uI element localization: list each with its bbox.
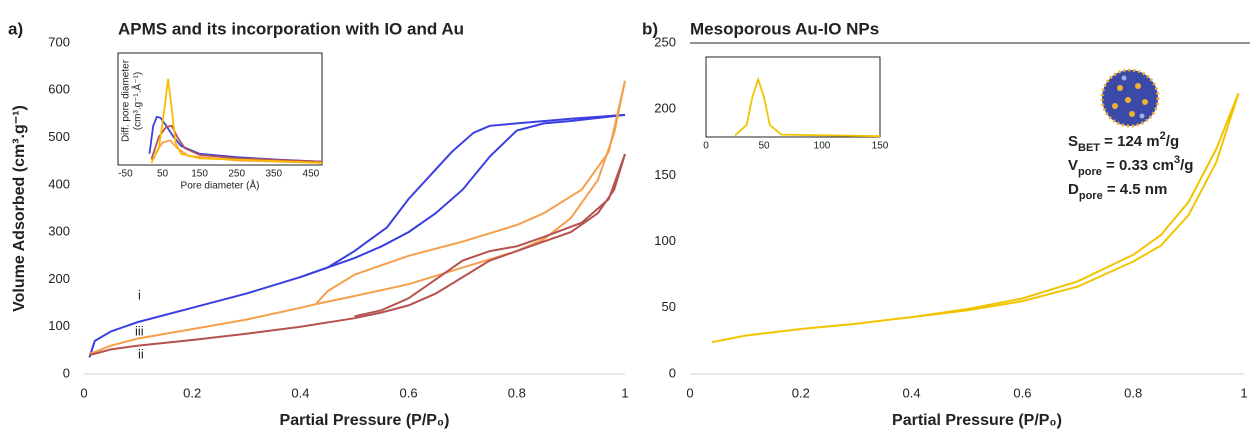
- chart-title: APMS and its incorporation with IO and A…: [118, 19, 464, 38]
- property-text: D: [1068, 181, 1079, 198]
- property-text: = 124 m: [1100, 133, 1160, 150]
- y-tick-label: 200: [48, 271, 70, 286]
- y-tick-label: 200: [654, 101, 676, 116]
- panel-label: a): [8, 19, 23, 38]
- x-tick-label: 0.2: [792, 385, 810, 400]
- y-tick-label: 150: [654, 167, 676, 182]
- x-tick-label: 0.6: [400, 385, 418, 400]
- isotherm-line: [150, 78, 323, 164]
- x-tick-label: 0.2: [183, 385, 201, 400]
- chart-title: Mesoporous Au-IO NPs: [690, 19, 879, 38]
- x-tick-label: 1: [1240, 385, 1247, 400]
- isotherm-line: [911, 92, 1240, 319]
- y-axis-label: (cm³.g⁻¹.Å⁻¹): [131, 72, 144, 130]
- y-tick-label: 100: [48, 318, 70, 333]
- x-tick-label: -50: [118, 169, 133, 180]
- curve-label: i: [138, 287, 141, 302]
- isotherm-line: [712, 92, 1240, 344]
- property-text: 2: [1160, 130, 1166, 142]
- property-label: Vpore = 0.33 cm3/g: [1068, 154, 1193, 178]
- nanoparticle-icon: [1100, 68, 1160, 128]
- y-tick-label: 500: [48, 129, 70, 144]
- x-tick-label: 100: [814, 141, 831, 152]
- x-tick-label: 150: [872, 141, 889, 152]
- x-tick-label: 0.6: [1013, 385, 1031, 400]
- y-tick-label: 700: [48, 34, 70, 49]
- curve-label: iii: [135, 323, 144, 338]
- isotherm-line: [89, 153, 626, 357]
- property-text: /g: [1180, 157, 1193, 174]
- x-tick-label: 50: [157, 169, 169, 180]
- x-tick-label: 0: [80, 385, 87, 400]
- x-tick-label: 0.4: [903, 385, 921, 400]
- x-tick-label: 250: [228, 169, 245, 180]
- property-label: Dpore = 4.5 nm: [1068, 181, 1167, 202]
- x-tick-label: 50: [758, 141, 770, 152]
- x-tick-label: 150: [191, 169, 208, 180]
- x-tick-label: 0: [703, 141, 709, 152]
- isotherm-line: [88, 113, 626, 358]
- property-label: SBET = 124 m2/g: [1068, 130, 1179, 154]
- x-tick-label: 1: [621, 385, 628, 400]
- x-tick-label: 350: [265, 169, 282, 180]
- y-tick-label: 250: [654, 34, 676, 49]
- x-tick-label: 0.4: [291, 385, 309, 400]
- x-axis-label: Partial Pressure (P/P₀): [280, 412, 450, 429]
- y-tick-label: 600: [48, 82, 70, 97]
- y-tick-label: 100: [654, 233, 676, 248]
- x-tick-label: 450: [303, 169, 320, 180]
- inset-frame: [117, 52, 323, 166]
- isotherm-line: [89, 80, 626, 356]
- property-text: /g: [1166, 133, 1179, 150]
- isotherm-line: [300, 113, 626, 279]
- property-text: = 0.33 cm: [1102, 157, 1174, 174]
- y-axis-label: Volume Adsorbed (cm³.g⁻¹): [11, 105, 28, 312]
- y-axis-label: Diff. pore diameter: [121, 59, 132, 142]
- y-tick-label: 300: [48, 224, 70, 239]
- property-text: BET: [1078, 142, 1100, 154]
- curve-label: ii: [138, 346, 144, 361]
- isotherm-line: [734, 76, 881, 138]
- property-text: S: [1068, 133, 1078, 150]
- x-tick-label: 0.8: [1124, 385, 1142, 400]
- y-tick-label: 50: [662, 299, 676, 314]
- property-text: pore: [1079, 190, 1103, 202]
- x-axis-label: Partial Pressure (P/P₀): [892, 412, 1062, 429]
- isotherm-line: [315, 80, 626, 304]
- y-tick-label: 0: [669, 365, 676, 380]
- property-text: V: [1068, 157, 1078, 174]
- y-tick-label: 0: [63, 365, 70, 380]
- inset-frame: [705, 56, 881, 138]
- property-text: 3: [1174, 154, 1180, 166]
- x-tick-label: 0.8: [508, 385, 526, 400]
- y-tick-label: 400: [48, 176, 70, 191]
- x-axis-label: Pore diameter (Å): [181, 179, 260, 192]
- isotherm-line: [354, 153, 626, 318]
- panel-label: b): [642, 19, 658, 38]
- property-text: pore: [1078, 166, 1102, 178]
- x-tick-label: 0: [686, 385, 693, 400]
- property-text: = 4.5 nm: [1103, 181, 1168, 198]
